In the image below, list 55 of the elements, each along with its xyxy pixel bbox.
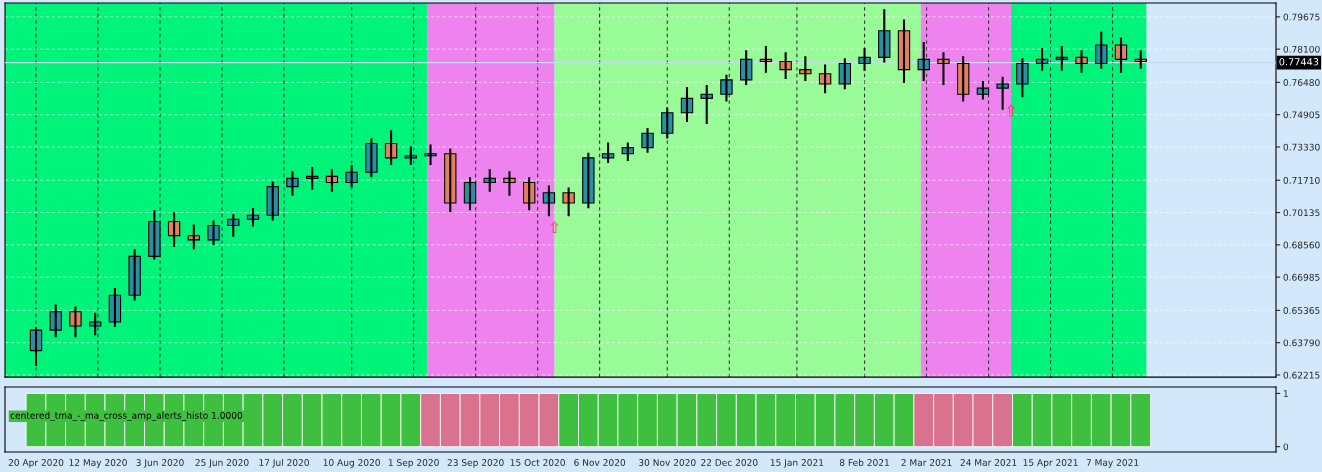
y-tick-label: 0.68560 [1283,241,1320,249]
candlestick [404,146,418,166]
x-tick-label: 8 Feb 2021 [839,458,889,466]
x-tick-label: 22 Dec 2020 [701,459,758,466]
x-tick-label: 15 Apr 2021 [1023,459,1078,468]
x-tick-label: 12 May 2020 [69,459,127,468]
y-tick-label: 0.73330 [1283,143,1320,151]
y-tick-label: 0.63790 [1283,339,1320,347]
x-tick-label: 3 Jun 2020 [136,459,184,468]
candlestick [444,148,457,213]
candlestick [720,74,733,102]
x-tick-label: 7 May 2021 [1086,459,1139,468]
candlestick [207,220,220,246]
candlestick [996,76,1009,110]
x-tick-label: 6 Nov 2020 [574,459,626,466]
candlestick [562,187,575,217]
y-tick-label: 0.71710 [1283,176,1320,184]
candlestick [187,224,201,250]
x-tick-label: 17 Jul 2020 [259,458,309,468]
y-tick-label: 0.65365 [1283,307,1320,314]
candlestick [49,304,62,338]
ref-line-label: 0.77443 [1279,58,1319,66]
candlestick [1095,31,1108,69]
x-tick-label: 15 Jan 2021 [770,459,824,468]
x-tick-label: 24 Mar 2021 [960,459,1017,466]
y-tick-label: 0.70135 [1283,209,1320,217]
y-tick-label: 0.76480 [1283,79,1320,86]
annotation: ⇧ [1007,104,1015,117]
candlestick [69,306,82,338]
candlestick [1016,58,1029,98]
y-tick-label: 1 [1283,390,1288,397]
candlestick [88,312,102,336]
y-tick-label: 0.79675 [1283,13,1320,21]
y-tick-label: 0.66985 [1283,273,1320,281]
y-tick-label: 0.62215 [1283,371,1320,379]
x-tick-label: 2 Mar 2021 [901,459,952,466]
x-tick-label: 23 Sep 2020 [447,459,504,468]
x-tick-label: 30 Nov 2020 [639,459,696,466]
candlestick [601,142,615,164]
candlestick [976,80,990,100]
x-tick-label: 20 Apr 2020 [8,459,64,468]
annotation: ⇧ [550,221,559,234]
candlestick [661,107,674,139]
x-tick-label: 1 Sep 2020 [388,459,439,468]
y-tick-label: 0.74905 [1283,111,1320,119]
y-tick-label: 0.78100 [1283,45,1320,53]
x-tick-label: 25 Jun 2020 [195,459,249,468]
candlestick [266,181,279,221]
candlestick [582,152,595,209]
x-tick-label: 15 Oct 2020 [510,459,565,466]
annotation: centered_tma_-_ma_cross_amp_alerts_histo 1.0000 [10,411,243,421]
x-tick-label: 10 Aug 2020 [323,459,380,468]
y-tick-label: 0 [1283,443,1289,451]
candlestick [365,138,378,178]
candlestick [878,9,891,63]
